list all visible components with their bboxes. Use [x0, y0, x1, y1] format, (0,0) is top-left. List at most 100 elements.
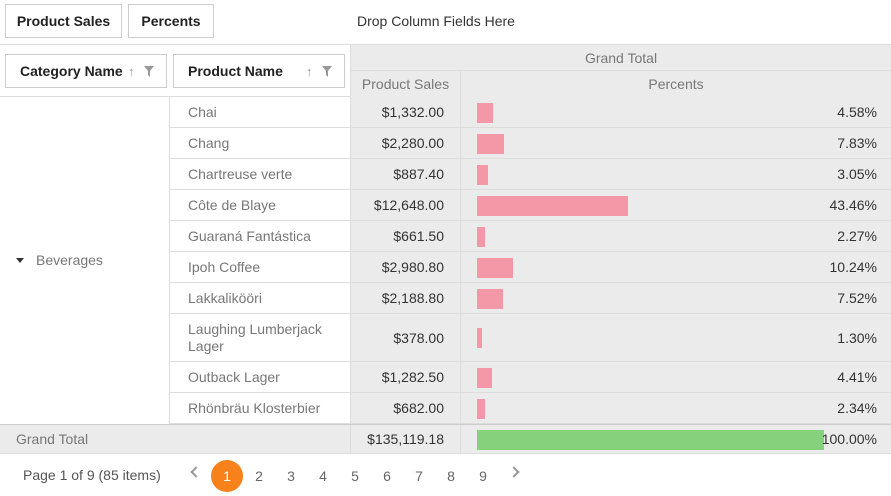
measure-header-product-sales: Product Sales: [351, 71, 461, 97]
grand-total-bar: [477, 430, 824, 450]
pivot-body: Beverages Chai $1,332.00 4.58% Chang $2,280.…: [0, 97, 891, 424]
percent-cell: 1.30%: [461, 314, 891, 361]
product-sales-cell: $1,282.50: [351, 362, 461, 392]
sort-up-icon[interactable]: ↑: [128, 64, 135, 79]
product-name-cell: Chartreuse verte: [170, 159, 351, 189]
grand-total-percent-cell: 100.00%: [461, 425, 891, 453]
page-button-5[interactable]: 5: [351, 468, 359, 484]
product-sales-cell: $378.00: [351, 314, 461, 361]
page-button-2[interactable]: 2: [255, 468, 263, 484]
percent-bar: [477, 399, 485, 419]
product-name-cell: Chai: [170, 97, 351, 127]
percent-value: 4.58%: [837, 104, 877, 120]
grand-total-label: Grand Total: [0, 425, 351, 453]
percent-value: 4.41%: [837, 369, 877, 385]
percent-bar: [477, 328, 482, 348]
product-sales-cell: $661.50: [351, 221, 461, 251]
percent-value: 7.83%: [837, 135, 877, 151]
percent-bar: [477, 103, 493, 123]
table-row: Ipoh Coffee $2,980.80 10.24%: [170, 252, 891, 283]
percent-bar: [477, 258, 513, 278]
measure-header-percents: Percents: [648, 76, 704, 92]
percent-cell: 4.58%: [461, 97, 891, 127]
page-button-8[interactable]: 8: [447, 468, 455, 484]
product-name-cell: Lakkalikööri: [170, 283, 351, 313]
table-row: Lakkalikööri $2,188.80 7.52%: [170, 283, 891, 314]
next-page-icon[interactable]: [508, 466, 520, 478]
product-sales-cell: $2,188.80: [351, 283, 461, 313]
product-name-cell: Chang: [170, 128, 351, 158]
table-row: Côte de Blaye $12,648.00 43.46%: [170, 190, 891, 221]
grand-total-sales: $135,119.18: [351, 425, 461, 453]
sort-up-icon[interactable]: ↑: [306, 64, 313, 79]
page-button-7[interactable]: 7: [415, 468, 423, 484]
collapse-caret-icon[interactable]: [16, 257, 24, 263]
percent-bar: [477, 289, 503, 309]
product-sales-cell: $682.00: [351, 393, 461, 423]
product-name-cell: Ipoh Coffee: [170, 252, 351, 282]
table-row: Laughing Lumberjack Lager $378.00 1.30%: [170, 314, 891, 362]
filter-icon[interactable]: [144, 66, 154, 77]
product-sales-cell: $2,980.80: [351, 252, 461, 282]
percent-bar: [477, 196, 628, 216]
percent-value: 2.27%: [837, 228, 877, 244]
percent-value: 43.46%: [829, 197, 877, 213]
product-name-cell: Laughing Lumberjack Lager: [170, 314, 351, 361]
percent-cell: 7.52%: [461, 283, 891, 313]
product-name-cell: Rhönbräu Klosterbier: [170, 393, 351, 423]
percent-cell: 2.34%: [461, 393, 891, 423]
product-sales-cell: $12,648.00: [351, 190, 461, 220]
data-area: Product Sales Percents Drop Column Field…: [0, 0, 891, 45]
percent-cell: 3.05%: [461, 159, 891, 189]
chip-percents[interactable]: Percents: [128, 4, 214, 38]
percent-bar: [477, 227, 485, 247]
product-name-cell: Outback Lager: [170, 362, 351, 392]
percent-value: 2.34%: [837, 400, 877, 416]
percent-bar: [477, 165, 488, 185]
drop-column-fields-area[interactable]: Drop Column Fields Here: [357, 13, 515, 29]
percent-value: 3.05%: [837, 166, 877, 182]
page-button-1[interactable]: 1: [211, 460, 243, 492]
table-row: Chartreuse verte $887.40 3.05%: [170, 159, 891, 190]
field-category-name[interactable]: Category Name ↑: [5, 54, 167, 88]
category-cell: Beverages: [0, 97, 170, 424]
grand-total-column-header: Grand Total: [351, 45, 891, 71]
table-row: Rhönbräu Klosterbier $682.00 2.34%: [170, 393, 891, 424]
table-row: Chang $2,280.00 7.83%: [170, 128, 891, 159]
chip-product-sales[interactable]: Product Sales: [5, 4, 122, 38]
percent-value: 7.52%: [837, 290, 877, 306]
field-product-name[interactable]: Product Name ↑: [173, 54, 345, 88]
column-header-area: Grand Total Product Sales Percents: [351, 45, 891, 97]
product-name-cell: Guaraná Fantástica: [170, 221, 351, 251]
table-row: Guaraná Fantástica $661.50 2.27%: [170, 221, 891, 252]
product-sales-cell: $1,332.00: [351, 97, 461, 127]
percent-cell: 4.41%: [461, 362, 891, 392]
product-sales-cell: $2,280.00: [351, 128, 461, 158]
page-button-9[interactable]: 9: [479, 468, 487, 484]
field-product-name-label: Product Name: [188, 63, 283, 79]
pager-info: Page 1 of 9 (85 items): [23, 467, 161, 483]
filter-icon[interactable]: [322, 66, 332, 77]
product-name-cell: Côte de Blaye: [170, 190, 351, 220]
page-button-4[interactable]: 4: [319, 468, 327, 484]
percent-value: 1.30%: [837, 329, 877, 346]
percent-cell: 10.24%: [461, 252, 891, 282]
row-header-area: Category Name ↑ Product Name ↑: [0, 45, 351, 97]
category-expander[interactable]: Beverages: [16, 252, 103, 268]
percent-cell: 43.46%: [461, 190, 891, 220]
percent-cell: 2.27%: [461, 221, 891, 251]
percent-bar: [477, 368, 492, 388]
page-button-3[interactable]: 3: [287, 468, 295, 484]
grand-total-row: Grand Total $135,119.18 100.00%: [0, 424, 891, 454]
field-category-name-label: Category Name: [20, 63, 123, 79]
grand-total-percent: 100.00%: [821, 431, 877, 447]
percent-value: 10.24%: [829, 259, 877, 275]
table-row: Chai $1,332.00 4.58%: [170, 97, 891, 128]
table-row: Outback Lager $1,282.50 4.41%: [170, 362, 891, 393]
page-button-6[interactable]: 6: [383, 468, 391, 484]
percent-bar: [477, 134, 504, 154]
product-sales-cell: $887.40: [351, 159, 461, 189]
prev-page-icon[interactable]: [190, 466, 202, 478]
percent-cell: 7.83%: [461, 128, 891, 158]
